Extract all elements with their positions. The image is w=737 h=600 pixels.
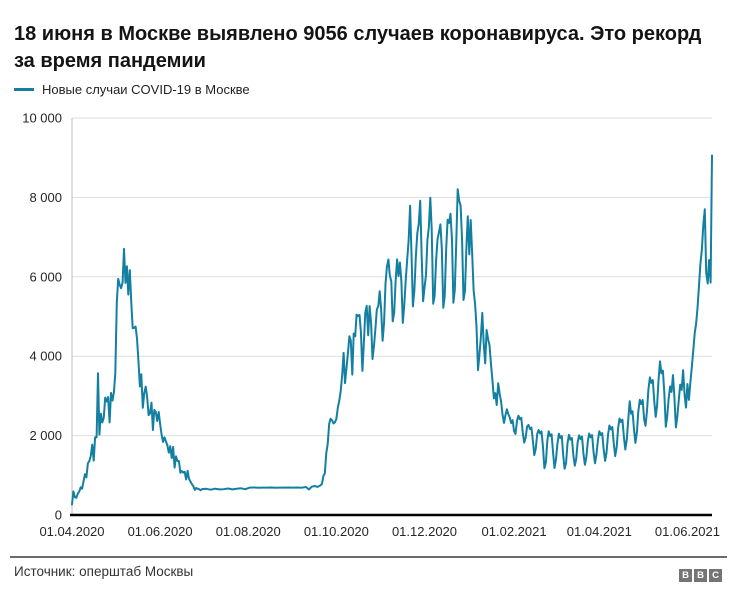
y-tick-label: 4 000 bbox=[29, 349, 62, 364]
bbc-logo-block-c: C bbox=[709, 569, 722, 582]
x-tick-label: 01.06.2020 bbox=[128, 524, 193, 539]
x-tick-label: 01.04.2021 bbox=[567, 524, 632, 539]
headline: 18 июня в Москве выявлено 9056 случаев к… bbox=[14, 23, 702, 73]
y-tick-label: 0 bbox=[55, 508, 62, 523]
x-tick-label: 01.12.2020 bbox=[392, 524, 457, 539]
x-tick-label: 01.02.2021 bbox=[482, 524, 547, 539]
y-tick-label: 6 000 bbox=[29, 269, 62, 284]
x-tick-label: 01.08.2020 bbox=[216, 524, 281, 539]
legend-label: Новые случаи COVID-19 в Москве bbox=[42, 82, 250, 97]
y-tick-label: 10 000 bbox=[22, 111, 62, 126]
legend-line-swatch bbox=[14, 88, 34, 91]
source-text: Источник: оперштаб Москвы bbox=[14, 564, 194, 579]
footer-divider bbox=[10, 556, 727, 558]
x-tick-label: 01.10.2020 bbox=[304, 524, 369, 539]
x-tick-label: 01.06.2021 bbox=[655, 524, 720, 539]
y-tick-label: 8 000 bbox=[29, 190, 62, 205]
y-tick-label: 2 000 bbox=[29, 428, 62, 443]
bbc-logo-block-b1: B bbox=[679, 569, 692, 582]
covid-cases-line bbox=[71, 154, 713, 506]
x-tick-label: 01.04.2020 bbox=[39, 524, 104, 539]
bbc-logo: B B C bbox=[679, 569, 722, 582]
bbc-logo-block-b2: B bbox=[694, 569, 707, 582]
legend: Новые случаи COVID-19 в Москве bbox=[14, 82, 250, 97]
